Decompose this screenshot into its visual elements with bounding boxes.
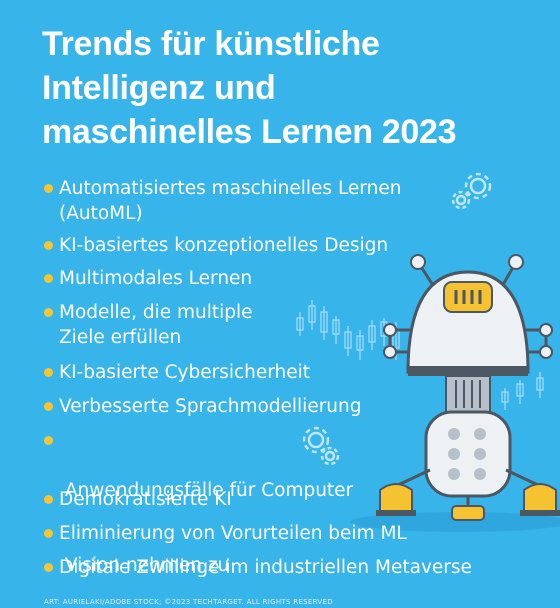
bullet-dot	[44, 529, 53, 538]
list-item-text: Digitale Zwillinge im industriellen Meta…	[59, 557, 472, 578]
gear-icon	[451, 172, 492, 210]
title-line: Intelligenz und	[42, 69, 276, 107]
robot-illustration	[376, 254, 560, 521]
list-item-text: Anwendungsfälle für Computer	[59, 480, 354, 501]
page-title: Trends für künstliche Intelligenz und ma…	[42, 22, 542, 154]
list-item-text: Eliminierung von Vorurteilen beim ML	[59, 523, 407, 544]
list-item-text: Automatisiertes maschinelles Lernen	[59, 178, 402, 199]
list-item-text: Ziele erfüllen	[59, 327, 182, 348]
candlestick-chart-decoration	[296, 300, 544, 410]
list-item-text: (AutoML)	[59, 203, 143, 224]
list-item-text: Demokratisierte KI	[59, 489, 232, 510]
gear-icon	[302, 426, 340, 466]
list-item-text: Verbesserte Sprachmodellierung	[59, 396, 362, 417]
bullet-dot	[44, 436, 53, 445]
bullet-dot	[44, 402, 53, 411]
list-item-text: Multimodales Lernen	[59, 268, 253, 289]
list-item-text: KI-basierte Cybersicherheit	[59, 362, 311, 383]
bullet-dot	[44, 368, 53, 377]
list-item-text: KI-basiertes konzeptionelles Design	[59, 235, 389, 256]
list-item-text: Vision nehmen zu	[59, 555, 230, 576]
list-item-text: Modelle, die multiple	[59, 302, 253, 323]
bullet-dot	[44, 495, 53, 504]
bullet-dot	[44, 563, 53, 572]
bullet-dot	[44, 308, 53, 317]
credit-line: ART: AURIELAKI/ADOBE STOCK; ©2023 TECHTA…	[44, 598, 333, 606]
bullet-dot	[44, 274, 53, 283]
title-line: maschinelles Lernen 2023	[42, 113, 457, 151]
bullet-dot	[44, 184, 53, 193]
bullet-dot	[44, 241, 53, 250]
title-line: Trends für künstliche	[42, 25, 380, 63]
